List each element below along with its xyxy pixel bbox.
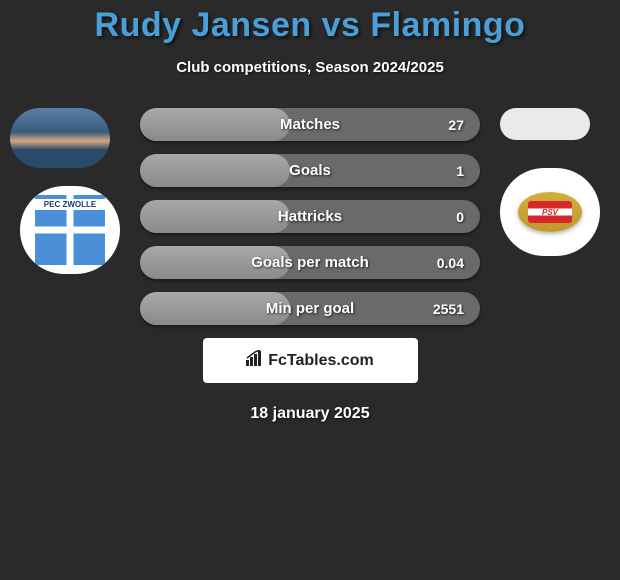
stat-bars: Matches 27 Goals 1 Hattricks 0 Goals per…: [140, 108, 480, 325]
stat-value: 1: [456, 163, 464, 179]
club-right-badge: PSV: [500, 168, 600, 256]
stat-label: Matches: [140, 116, 480, 133]
stat-label: Goals per match: [140, 254, 480, 271]
club-left-badge: PEC ZWOLLE: [20, 186, 120, 274]
content-area: PEC ZWOLLE PSV Matches 27 Goals 1 Hattri…: [0, 108, 620, 423]
stat-bar: Matches 27: [140, 108, 480, 141]
snapshot-date: 18 january 2025: [0, 405, 620, 423]
stat-value: 0.04: [437, 255, 464, 271]
stat-bar: Goals 1: [140, 154, 480, 187]
brand-text: FcTables.com: [268, 352, 374, 370]
chart-icon: [246, 350, 264, 371]
pec-zwolle-icon: PEC ZWOLLE: [35, 195, 105, 265]
club-left-label: PEC ZWOLLE: [35, 199, 105, 210]
brand-box: FcTables.com: [203, 338, 418, 383]
comparison-title: Rudy Jansen vs Flamingo: [0, 0, 620, 45]
stat-label: Hattricks: [140, 208, 480, 225]
stat-value: 27: [448, 117, 464, 133]
psv-label: PSV: [528, 201, 572, 223]
stat-bar: Min per goal 2551: [140, 292, 480, 325]
stat-label: Min per goal: [140, 300, 480, 317]
comparison-subtitle: Club competitions, Season 2024/2025: [0, 59, 620, 76]
stat-bar: Hattricks 0: [140, 200, 480, 233]
stat-label: Goals: [140, 162, 480, 179]
stat-value: 2551: [433, 301, 464, 317]
player-right-avatar: [500, 108, 590, 140]
stat-value: 0: [456, 209, 464, 225]
stat-bar: Goals per match 0.04: [140, 246, 480, 279]
psv-icon: PSV: [518, 192, 582, 232]
player-left-avatar: [10, 108, 110, 168]
